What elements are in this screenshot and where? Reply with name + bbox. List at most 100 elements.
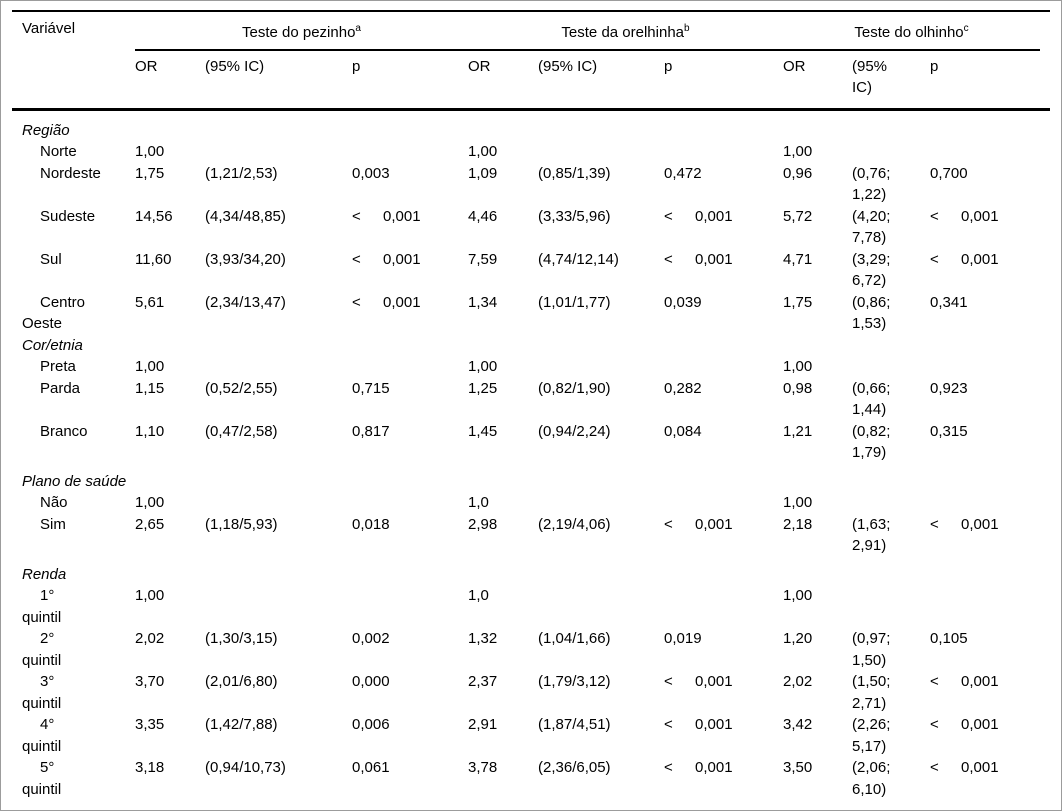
cell-pezinho-ci: (1,42/7,88) — [205, 716, 278, 733]
cell-pezinho-p: 0,006 — [352, 716, 390, 733]
cell-orelhinha-p: <0,001 — [664, 206, 783, 228]
cell-olhinho-p: <0,001 — [930, 249, 1040, 271]
cell-olhinho-or: 4,71 — [783, 250, 813, 268]
cell-olhinho-or: 3,50 — [783, 759, 813, 776]
cell-orelhinha-or: 2,91 — [468, 716, 498, 733]
less-than-sign: < — [664, 250, 673, 268]
cell-pezinho-ci: (1,30/3,15) — [205, 630, 278, 647]
p-value: 0,001 — [695, 673, 733, 690]
table-row: Sim 2,65 (1,18/5,93) 0,018 2,98 (2,19/4,06) <0… — [12, 514, 1050, 557]
footnote-marker-a: a — [355, 23, 361, 34]
section-label: Região — [22, 121, 70, 139]
table-row: 3° quintil 3,70 (2,01/6,80) 0,000 2,37 (1,79/3… — [12, 671, 1050, 714]
cell-orelhinha-ci: (4,74/12,14) — [538, 250, 619, 268]
cell-olhinho-or: 1,00 — [783, 143, 813, 160]
p-value: 0,001 — [383, 207, 421, 225]
cell-orelhinha-or: 1,34 — [468, 293, 498, 311]
row-label: 5° quintil — [22, 759, 62, 798]
row-label: Nordeste — [40, 164, 101, 182]
less-than-sign: < — [664, 673, 673, 690]
cell-olhinho-p: 0,923 — [930, 379, 968, 397]
row-label: Centro Oeste — [22, 293, 86, 333]
cell-orelhinha-p: <0,001 — [664, 671, 783, 693]
row-label: Não — [40, 494, 68, 511]
cell-pezinho-or: 3,18 — [135, 759, 165, 776]
group-header-olhinho: Teste do olhinhoc — [783, 18, 1040, 51]
p-value: 0,001 — [695, 716, 733, 733]
col-header-ci: (95% IC) — [852, 57, 888, 97]
row-label: 3° quintil — [22, 673, 62, 712]
footnote-marker-b: b — [684, 23, 690, 34]
cell-orelhinha-or: 1,32 — [468, 630, 498, 647]
cell-olhinho-ci: (3,29; 6,72) — [852, 250, 891, 290]
section-label: Renda — [22, 565, 67, 583]
table-row: Centro Oeste 5,61 (2,34/13,47) <0,001 1,34 (1,… — [12, 292, 1050, 335]
cell-olhinho-or: 5,72 — [783, 207, 813, 225]
cell-orelhinha-or: 2,98 — [468, 515, 498, 533]
table-row: Renda — [12, 564, 1050, 586]
cell-orelhinha-or: 4,46 — [468, 207, 498, 225]
cell-olhinho-ci: (0,97; 1,50) — [852, 630, 891, 669]
table-row: Sul 11,60 (3,93/34,20) <0,001 7,59 (4,74/12,1… — [12, 249, 1050, 292]
group-title-text: Teste da orelhinha — [561, 24, 685, 41]
p-value: 0,001 — [961, 207, 999, 225]
cell-orelhinha-or: 1,00 — [468, 358, 498, 375]
cell-olhinho-or: 1,00 — [783, 587, 813, 604]
table-header-groups: Variável Teste do pezinhoa Teste da orel… — [12, 12, 1050, 51]
less-than-sign: < — [930, 250, 939, 268]
group-header-orelhinha: Teste da orelhinhab — [468, 18, 783, 51]
cell-orelhinha-or: 1,45 — [468, 422, 498, 440]
cell-orelhinha-ci: (3,33/5,96) — [538, 207, 611, 225]
cell-orelhinha-ci: (2,36/6,05) — [538, 759, 611, 776]
cell-orelhinha-or: 1,00 — [468, 143, 498, 160]
cell-olhinho-p: 0,700 — [930, 164, 968, 182]
cell-orelhinha-or: 1,0 — [468, 494, 489, 511]
cell-pezinho-p: 0,003 — [352, 164, 390, 182]
cell-pezinho-or: 1,00 — [135, 143, 165, 160]
less-than-sign: < — [930, 207, 939, 225]
row-label: Sudeste — [40, 207, 96, 225]
cell-olhinho-ci: (2,06; 6,10) — [852, 759, 891, 798]
table-row: Sudeste 14,56 (4,34/48,85) <0,001 4,46 (3,33/… — [12, 206, 1050, 249]
cell-orelhinha-or: 3,78 — [468, 759, 498, 776]
footnote-marker-c: c — [963, 23, 969, 34]
less-than-sign: < — [664, 515, 673, 533]
cell-orelhinha-ci: (1,01/1,77) — [538, 293, 611, 311]
cell-pezinho-or: 1,00 — [135, 494, 165, 511]
group-title-text: Teste do pezinho — [242, 24, 356, 41]
cell-orelhinha-ci: (2,19/4,06) — [538, 515, 611, 533]
table-row: 4° quintil 3,35 (1,42/7,88) 0,006 2,91 (1,87/4… — [12, 714, 1050, 757]
p-value: 0,001 — [961, 716, 999, 733]
cell-olhinho-or: 2,02 — [783, 673, 813, 690]
table-row: Preta 1,00 1,00 1,00 — [12, 356, 1050, 378]
cell-pezinho-or: 2,02 — [135, 630, 165, 647]
section-gap — [12, 557, 1050, 564]
cell-pezinho-or: 1,00 — [135, 358, 165, 375]
cell-pezinho-ci: (0,94/10,73) — [205, 759, 286, 776]
row-label: 1° quintil — [22, 587, 62, 626]
row-label: Sul — [40, 250, 62, 268]
cell-olhinho-p: <0,001 — [930, 714, 1040, 736]
col-header-p: p — [352, 57, 361, 75]
cell-orelhinha-ci: (1,79/3,12) — [538, 673, 611, 690]
cell-pezinho-ci: (0,47/2,58) — [205, 422, 278, 440]
cell-olhinho-p: 0,341 — [930, 293, 968, 311]
cell-olhinho-or: 2,18 — [783, 515, 813, 533]
cell-pezinho-ci: (3,93/34,20) — [205, 250, 286, 268]
cell-pezinho-or: 3,35 — [135, 716, 165, 733]
cell-orelhinha-ci: (0,82/1,90) — [538, 379, 611, 397]
cell-pezinho-or: 1,75 — [135, 164, 165, 182]
table-row: Branco 1,10 (0,47/2,58) 0,817 1,45 (0,94/2,24… — [12, 421, 1050, 464]
cell-pezinho-p: 0,715 — [352, 379, 390, 397]
cell-olhinho-p: <0,001 — [930, 206, 1040, 228]
cell-pezinho-p: 0,061 — [352, 759, 390, 776]
less-than-sign: < — [352, 293, 361, 311]
p-value: 0,001 — [961, 250, 999, 268]
less-than-sign: < — [930, 673, 939, 690]
p-value: 0,001 — [695, 515, 733, 533]
cell-pezinho-or: 2,65 — [135, 515, 165, 533]
cell-orelhinha-p: 0,282 — [664, 379, 702, 397]
cell-olhinho-ci: (0,82; 1,79) — [852, 422, 891, 462]
p-value: 0,001 — [961, 673, 999, 690]
